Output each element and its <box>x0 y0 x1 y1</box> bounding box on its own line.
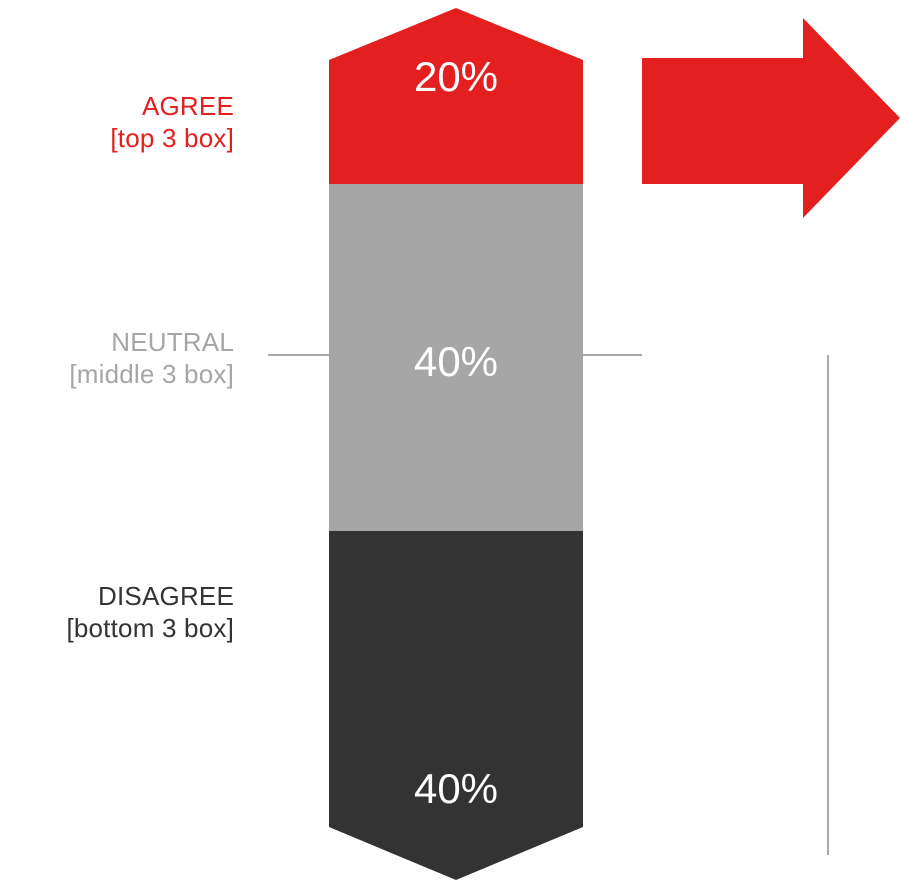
label-disagree-sub: [bottom 3 box] <box>66 613 234 643</box>
segment-disagree <box>329 531 583 880</box>
label-agree-title: AGREE <box>141 91 234 121</box>
value-agree: 20% <box>414 53 498 100</box>
label-neutral-sub: [middle 3 box] <box>69 359 234 389</box>
label-disagree-title: DISAGREE <box>98 581 234 611</box>
value-neutral: 40% <box>414 338 498 385</box>
segment-agree <box>329 8 583 184</box>
label-neutral-title: NEUTRAL <box>111 327 234 357</box>
agree-arrow-icon <box>642 18 900 218</box>
segment-neutral <box>329 184 583 531</box>
label-neutral: NEUTRAL [middle 3 box] <box>69 326 234 390</box>
label-disagree: DISAGREE [bottom 3 box] <box>66 580 234 644</box>
label-agree: AGREE [top 3 box] <box>110 90 234 154</box>
value-disagree: 40% <box>414 765 498 812</box>
label-agree-sub: [top 3 box] <box>110 123 234 153</box>
